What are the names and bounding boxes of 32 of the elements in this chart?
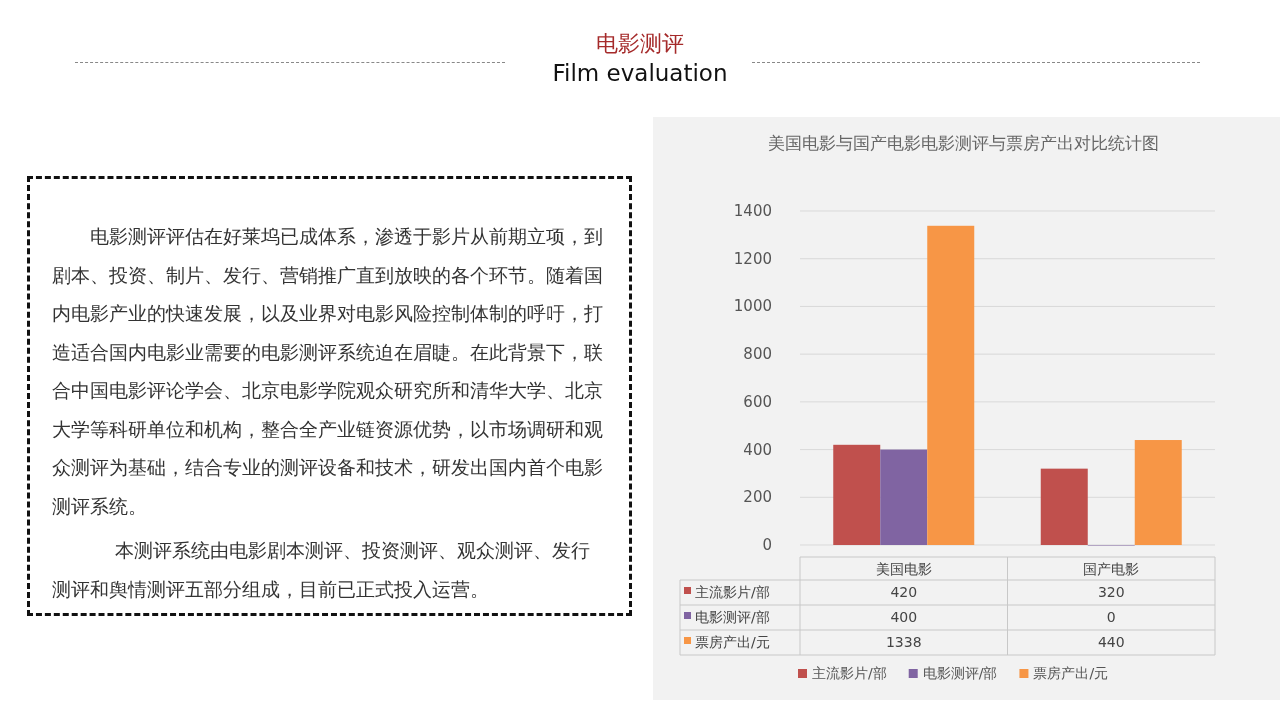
text: 主流影片/部: [812, 665, 887, 681]
data-label: 0: [1106, 609, 1116, 625]
y-tick-label: 800: [743, 345, 772, 364]
data-label: 440: [1097, 634, 1125, 650]
bar: [927, 225, 975, 545]
y-tick-label: 400: [743, 440, 772, 459]
y-tick-label: 1000: [733, 297, 772, 316]
bar: [833, 444, 881, 545]
bar: [1040, 468, 1088, 545]
data-label: 420: [890, 584, 918, 600]
text: 票房产出/元: [695, 634, 770, 650]
bar: [1134, 440, 1182, 545]
text: 电影测评/部: [695, 609, 770, 625]
chart-title: 美国电影与国产电影电影测评与票房产出对比统计图: [767, 133, 1159, 153]
y-tick-label: 0: [762, 536, 772, 554]
data-label: 320: [1097, 584, 1125, 600]
text: Film evaluation: [551, 59, 729, 88]
bar: [880, 449, 928, 545]
legend-label: 电影测评/部: [922, 665, 998, 681]
y-tick-label: 600: [743, 392, 772, 411]
text: 电影测评评估在好莱坞已成体系，渗透于影片从前期立项，到剧本、投资、制片、发行、营销推广直到放映的各个环节。随着国内电影产业的快速发展，以及业界对电影风险控制体制的呼吁，打造适合国内电影业需要的电影测评系统迫在眉睫。在此背景下，联合中国电影评论学会、北京电影学院观众研究所和清华大学、北京大学等科研单位和机构，整合全产业链资源优势，以市场调研和观众测评为基础，结合专业的测评设备和技术，研发出国内首个电影测评系统。: [52, 224, 604, 519]
y-tick-label: 200: [743, 488, 772, 507]
legend-label: 票房产出/元: [1033, 665, 1109, 681]
x-tick-label: 美国电影: [875, 561, 932, 577]
text: 电影测评: [595, 30, 685, 58]
legend-label: 主流影片/部: [695, 584, 770, 600]
y-tick-label: 1400: [733, 202, 772, 220]
text: 本测评系统由电影剧本测评、投资测评、观众测评、发行测评和舆情测评五部分组成，目前已正式投入运营。: [52, 538, 591, 602]
data-label: 1338: [885, 634, 922, 650]
x-tick-label: 国产电影: [1083, 561, 1140, 577]
y-tick-label: 1200: [733, 249, 772, 268]
data-label: 400: [890, 609, 918, 625]
